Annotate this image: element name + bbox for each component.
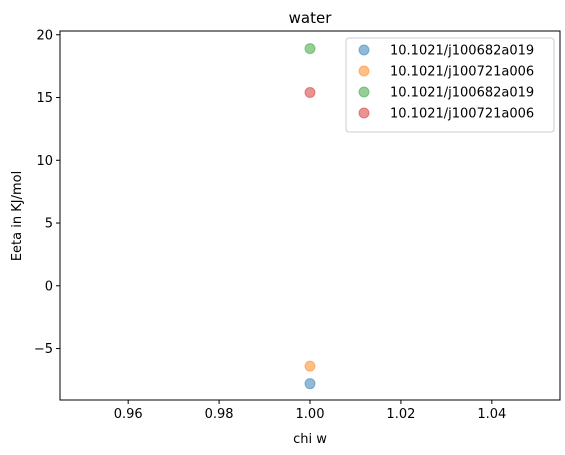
legend-box: [345, 37, 555, 133]
x-axis-label: chi w: [293, 432, 327, 447]
data-point-series-4-1: [304, 87, 316, 98]
x-tick-label: 0.96: [114, 407, 143, 422]
legend-marker-series-4: [358, 107, 370, 119]
x-tick-label: 0.98: [205, 407, 234, 422]
chart-title: water: [289, 9, 333, 27]
y-tick-label: −5: [34, 342, 53, 357]
x-tick-label: 1.00: [296, 407, 325, 422]
legend-label-series-2: 10.1021/j100721a006: [390, 65, 534, 80]
legend-label-series-1: 10.1021/j100682a019: [390, 44, 534, 59]
y-tick-label: 0: [45, 279, 53, 294]
x-axis-ticks: 0.96 0.98 1.00 1.02 1.04: [114, 400, 506, 422]
data-point-series-2-1: [304, 360, 316, 372]
y-axis-ticks: −5 0 5 10 15 20: [34, 28, 60, 357]
legend-marker-series-1: [358, 44, 370, 56]
data-point-series-1-1: [304, 378, 316, 390]
y-tick-label: 5: [45, 217, 53, 232]
y-tick-label: 10: [36, 154, 53, 169]
legend-label-series-3: 10.1021/j100682a019: [390, 86, 534, 101]
data-point-series-3-1: [304, 43, 316, 55]
y-tick-label: 20: [36, 28, 53, 43]
legend-marker-series-3: [358, 86, 370, 98]
x-tick-label: 1.02: [386, 407, 415, 422]
legend: 10.1021/j100682a019 10.1021/j100721a006 10…: [345, 37, 555, 133]
legend-label-series-4: 10.1021/j100721a006: [390, 107, 534, 122]
y-tick-label: 15: [36, 91, 53, 106]
legend-marker-series-2: [358, 65, 370, 77]
x-tick-label: 1.04: [477, 407, 506, 422]
y-axis-label: Eeta in KJ/mol: [10, 171, 25, 261]
